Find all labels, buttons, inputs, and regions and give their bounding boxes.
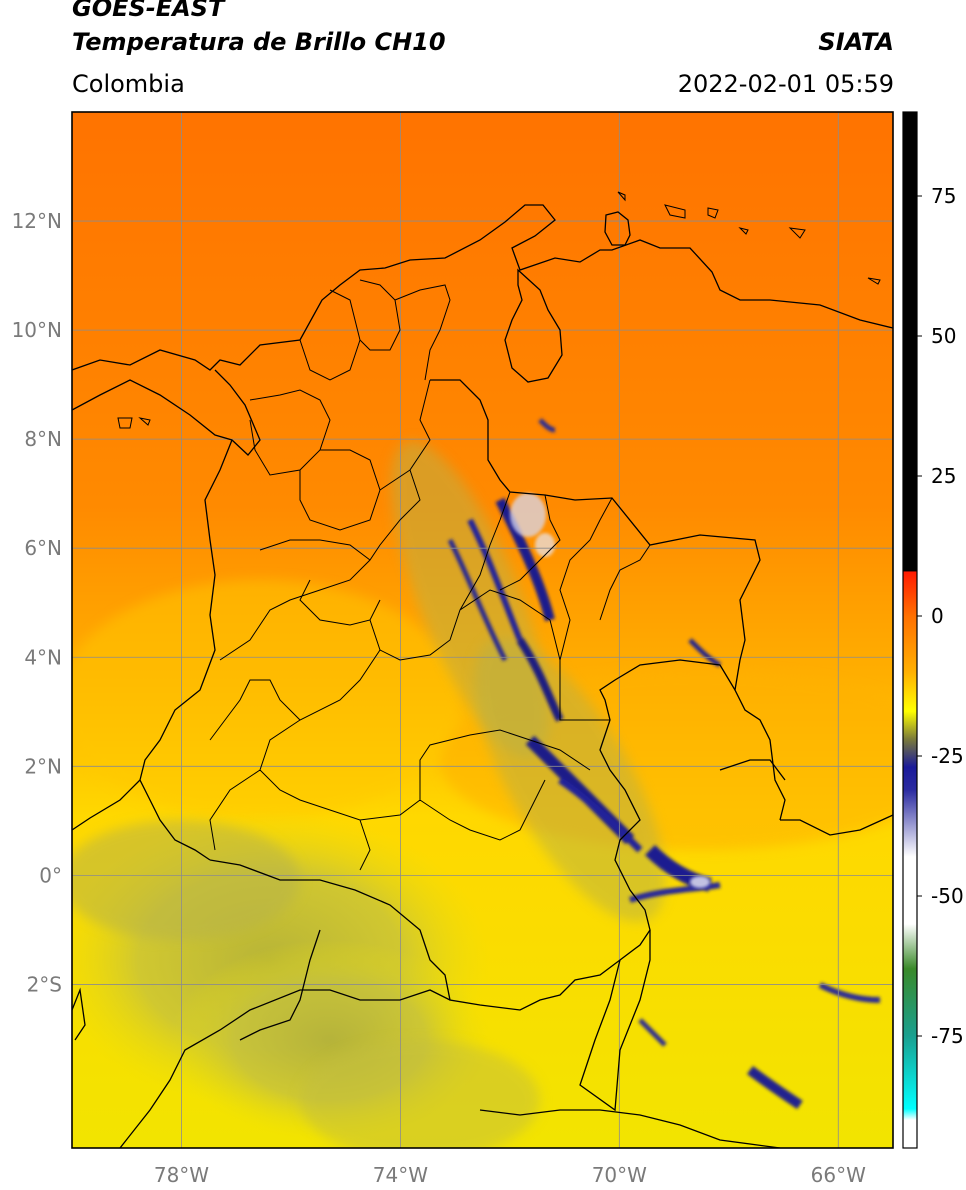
region-label: Colombia [72, 70, 185, 98]
colorbar-tick-label: 75 [931, 184, 956, 208]
panama-islands [117, 417, 151, 429]
caribbean-coastline [72, 204, 893, 371]
longitude-labels: 78°W 74°W 70°W 66°W [154, 1163, 866, 1187]
lat-tick-label: 8°N [24, 427, 62, 451]
latitude-labels: 12°N 10°N 8°N 6°N 4°N 2°N 0° 2°S [12, 209, 62, 996]
lon-tick-label: 66°W [811, 1163, 866, 1187]
colorbar-tick-label: -50 [931, 884, 964, 908]
colorbar-tick-label: 50 [931, 324, 956, 348]
satellite-title: GOES-EAST [72, 0, 225, 22]
venezuela-brazil-border [780, 814, 893, 836]
brightness-temperature-field [72, 112, 893, 1148]
lat-lon-grid [72, 112, 893, 1148]
guajira-peninsula [604, 211, 631, 246]
lat-tick-label: 6°N [24, 536, 62, 560]
lat-tick-label: 2°N [24, 754, 62, 778]
colorbar-tick-labels: 75 50 25 0 -25 -50 -75 [917, 184, 964, 1048]
colorbar-tick-label: -25 [931, 744, 964, 768]
colorbar-tick-label: -75 [931, 1024, 964, 1048]
amazon-line [479, 1109, 781, 1148]
product-title: Temperatura de Brillo CH10 [72, 28, 446, 56]
border-peru-brazil [579, 930, 651, 1112]
ecuador-coastline [72, 779, 141, 831]
border-south [209, 659, 736, 1011]
river-line [239, 929, 321, 1041]
colorbar-tick-label: 0 [931, 604, 944, 628]
datetime-label: 2022-02-01 05:59 [677, 70, 894, 98]
lat-tick-label: 12°N [12, 209, 62, 233]
pacific-coastline [72, 369, 261, 456]
lon-tick-label: 70°W [592, 1163, 647, 1187]
lat-tick-label: 10°N [12, 318, 62, 342]
brand-label: SIATA [818, 28, 894, 56]
lat-tick-label: 4°N [24, 645, 62, 669]
pacific-coast-colombia [139, 439, 233, 861]
lat-tick-label: 2°S [27, 972, 62, 996]
venezuela-border-2 [719, 759, 786, 781]
lon-tick-label: 74°W [373, 1163, 428, 1187]
aruba-curacao [617, 191, 881, 285]
peru-coast [72, 987, 86, 1041]
political-borders [72, 191, 893, 1148]
map-frame [71, 111, 894, 1149]
lake-maracaibo [504, 268, 563, 383]
ecuador-peru-border [119, 989, 451, 1148]
lat-tick-label: 0° [39, 863, 62, 887]
lon-tick-label: 78°W [154, 1163, 209, 1187]
colorbar [902, 111, 918, 1149]
colombia-border [430, 379, 786, 821]
colorbar-tick-label: 25 [931, 464, 956, 488]
internal-boundaries [209, 279, 651, 871]
